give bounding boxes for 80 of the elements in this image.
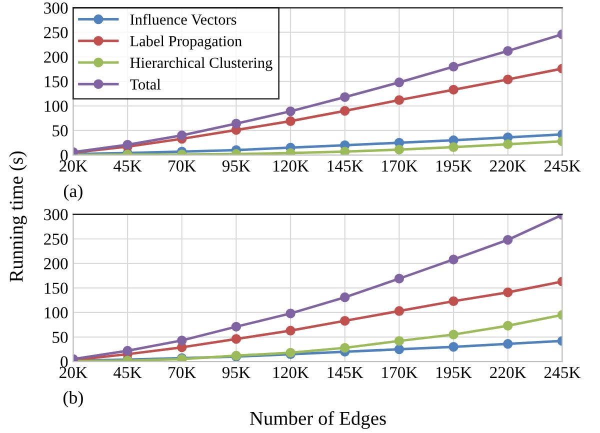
point xyxy=(448,342,458,352)
legend-label: Influence Vectors xyxy=(130,14,236,25)
point xyxy=(231,322,242,332)
point xyxy=(394,95,404,105)
point xyxy=(503,234,513,245)
x-tick-label: 45K xyxy=(114,160,142,172)
text: (a) xyxy=(64,184,82,201)
x-tick-label: 70K xyxy=(168,160,196,172)
x-tick-label: 120K xyxy=(273,366,309,378)
x-tick-label: 245K xyxy=(544,366,581,378)
x-tick-label: 170K xyxy=(382,160,418,172)
point xyxy=(340,146,350,156)
point xyxy=(286,308,296,318)
y-tick-label: 50 xyxy=(52,125,68,136)
point xyxy=(286,106,296,116)
y-tick-label: 250 xyxy=(44,234,68,245)
point xyxy=(177,336,187,346)
y-tick-label: 0 xyxy=(60,150,68,161)
legend-label: Total xyxy=(130,78,161,90)
y-tick-label: 250 xyxy=(44,27,68,38)
point xyxy=(503,74,513,84)
point xyxy=(448,254,458,264)
x-tick-label: 145K xyxy=(328,366,364,378)
point xyxy=(394,306,404,316)
x-tick-label: 245K xyxy=(544,160,581,172)
x-tick-label: 195K xyxy=(436,160,472,172)
x-tick-label: 70K xyxy=(168,366,196,378)
point xyxy=(340,342,350,353)
x-tick-label: 195K xyxy=(436,366,472,378)
point xyxy=(394,336,404,346)
x-tick-label: 120K xyxy=(273,160,309,172)
y-tick-label: 50 xyxy=(52,332,68,343)
x-tick-label: 20K xyxy=(60,160,88,172)
x-tick-label: 145K xyxy=(328,160,364,172)
y-tick-label: 300 xyxy=(44,209,68,220)
y-tick-label: 0 xyxy=(60,356,68,368)
point xyxy=(503,339,513,349)
point xyxy=(286,148,296,156)
point xyxy=(448,296,458,306)
y-tick-label: 150 xyxy=(44,76,68,88)
point xyxy=(394,78,404,88)
y-tick-label: 100 xyxy=(44,307,68,318)
x-tick-label: 170K xyxy=(382,366,418,378)
legend-label: Label Propagation xyxy=(130,36,242,50)
x-tick-label: 20K xyxy=(60,366,88,378)
text: (b) xyxy=(63,391,83,408)
y-tick-label: 200 xyxy=(44,258,68,270)
point xyxy=(503,139,513,150)
x-tick-label: 95K xyxy=(222,160,250,172)
x-tick-label: 95K xyxy=(222,366,250,378)
point xyxy=(448,62,458,72)
y-tick-label: 300 xyxy=(44,2,68,14)
y-tick-label: 150 xyxy=(44,282,68,294)
point xyxy=(448,84,458,95)
y-axis-title: Running time (s) xyxy=(9,151,27,282)
x-tick-label: 220K xyxy=(490,160,526,172)
point xyxy=(394,344,404,354)
point xyxy=(286,116,296,126)
point xyxy=(503,320,513,331)
point xyxy=(340,92,350,102)
point xyxy=(177,130,187,140)
y-tick-label: 100 xyxy=(44,100,68,112)
point xyxy=(231,334,242,344)
point xyxy=(231,118,242,128)
x-tick-label: 220K xyxy=(490,366,526,378)
point xyxy=(122,346,132,356)
point xyxy=(503,288,513,298)
point xyxy=(340,106,350,116)
x-axis-title: Number of Edges xyxy=(250,411,386,429)
y-tick-label: 200 xyxy=(44,52,68,63)
point xyxy=(503,46,513,56)
point xyxy=(340,292,350,302)
point xyxy=(448,142,458,152)
point xyxy=(448,330,458,340)
legend-label: Hierarchical Clustering xyxy=(130,57,272,72)
point xyxy=(340,316,350,326)
x-tick-label: 45K xyxy=(114,367,142,378)
point xyxy=(394,144,404,154)
point xyxy=(394,274,404,284)
point xyxy=(286,326,296,336)
